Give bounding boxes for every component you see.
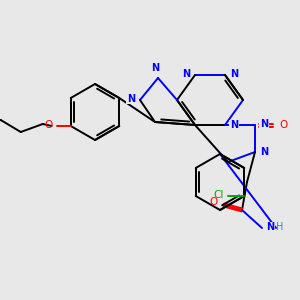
Text: N: N xyxy=(260,147,268,157)
Text: Cl: Cl xyxy=(213,190,224,200)
Text: O: O xyxy=(45,120,53,130)
Text: O: O xyxy=(210,197,218,207)
Text: N: N xyxy=(127,94,135,104)
Text: H: H xyxy=(276,222,284,232)
Text: O: O xyxy=(280,120,288,130)
Text: N: N xyxy=(151,63,159,73)
Text: N: N xyxy=(260,119,268,129)
Text: N: N xyxy=(266,222,274,232)
Text: N: N xyxy=(230,69,238,79)
Text: N: N xyxy=(182,69,190,79)
Text: N: N xyxy=(230,120,238,130)
